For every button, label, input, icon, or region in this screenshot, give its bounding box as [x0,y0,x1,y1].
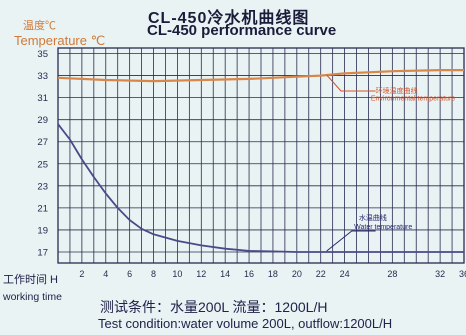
x-tick-label: 16 [244,269,254,279]
x-tick-label: 2 [79,269,84,279]
chart-title-cn: CL-450冷水机曲线图 [148,10,310,27]
water-label-en: Water temperature [354,224,412,231]
water-label-cn: 水温曲线 [359,213,387,222]
y-tick-label: 35 [37,49,48,60]
x-tick-label: 36 [459,269,466,279]
y-tick-label: 27 [37,137,48,148]
x-tick-label: 4 [103,269,108,279]
environment-temperature-line [57,69,464,83]
x-tick-label: 10 [172,269,182,279]
x-tick-label: 24 [340,269,350,279]
x-tick-label: 32 [435,269,445,279]
test-condition-en: Test condition:water volume 200L, outflo… [98,316,393,331]
x-tick-label: 18 [268,269,278,279]
x-tick-label: 14 [220,269,230,279]
x-tick-label: 12 [196,269,206,279]
environment-leader-line [326,74,376,92]
x-tick-label: 6 [127,269,132,279]
y-tick-label: 19 [37,225,48,236]
water-temperature-line [57,123,464,253]
x-tick-label: 20 [292,269,302,279]
x-tick-label: 8 [151,269,156,279]
environment-label-cn: 环境温度曲线 [376,86,418,95]
y-tick-label: 29 [37,115,48,126]
environment-label-en: Environmental temperature [371,96,456,103]
x-tick-label: 22 [316,269,326,279]
chart-title-en: CL-450 performance curve [147,22,337,39]
y-tick-label: 17 [37,247,48,258]
x-axis-label-cn: 工作时间 H [3,274,58,286]
y-tick-label: 21 [37,203,48,214]
y-tick-label: 33 [37,71,48,82]
x-tick-label: 28 [387,269,397,279]
x-axis-label-en: working time [3,291,62,303]
test-condition-cn: 测试条件：水量200L 流量：1200L/H [100,299,328,315]
water-leader-line [326,230,376,252]
y-tick-label: 31 [37,93,48,104]
y-axis-label-en: Temperature ℃ [14,33,106,48]
y-tick-label: 25 [37,159,48,170]
tick-labels: 2468101214161820222428323617192123252729… [37,49,466,279]
y-axis-label-cn: 温度℃ [23,20,56,32]
series-lines [57,69,464,253]
y-tick-label: 23 [37,181,48,192]
grid [57,47,465,264]
